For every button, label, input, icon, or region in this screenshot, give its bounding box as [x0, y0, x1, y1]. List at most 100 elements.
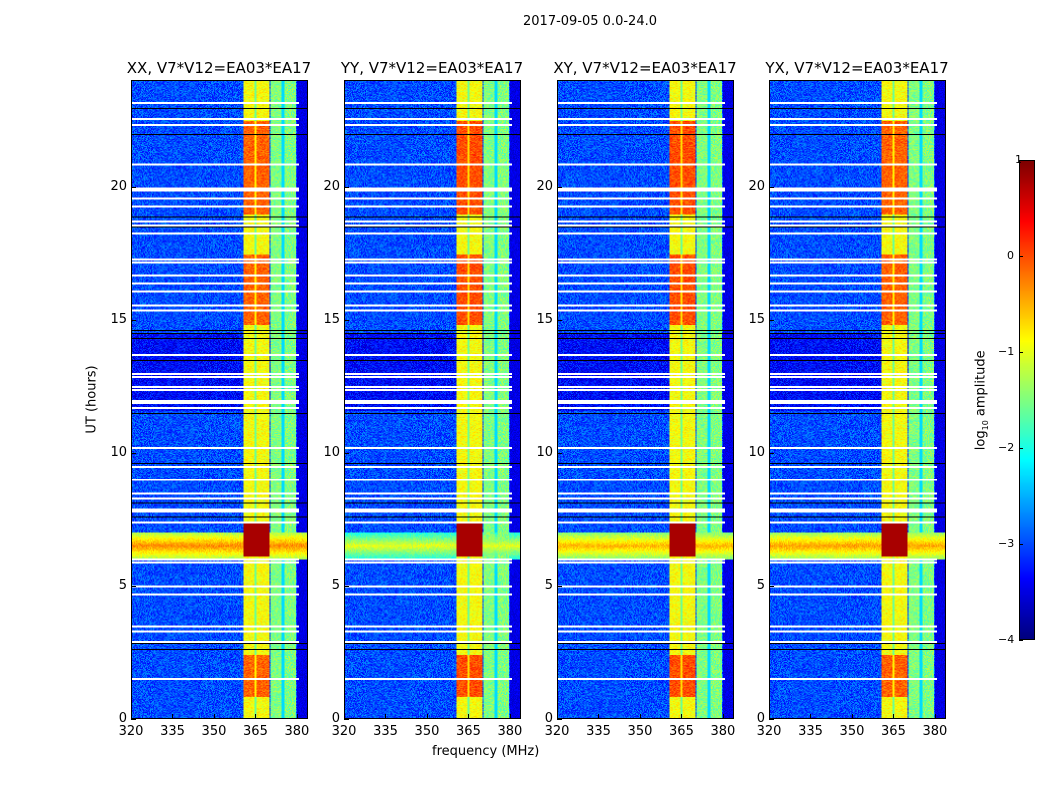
x-tick-mark [255, 714, 257, 719]
colorbar-label-sub: 10 [981, 420, 991, 431]
x-tick-label: 365 [243, 724, 268, 739]
spectrogram-image [132, 81, 307, 718]
y-tick-label: 0 [544, 711, 553, 726]
x-tick-mark [598, 714, 600, 719]
colorbar-tick-mark [1019, 544, 1023, 545]
x-tick-mark [722, 714, 724, 719]
colorbar-label: log10 amplitude [974, 350, 991, 450]
y-tick-mark [344, 319, 349, 321]
colorbar-label-rest: amplitude [973, 350, 989, 421]
x-tick-mark [213, 714, 215, 719]
y-tick-mark [131, 719, 136, 720]
x-tick-mark [851, 714, 853, 719]
colorbar-tick-label: −1 [998, 345, 1015, 358]
colorbar-tick-label: −3 [998, 537, 1015, 550]
y-tick-mark [769, 719, 774, 720]
y-tick-mark [557, 319, 562, 321]
colorbar-tick-label: −4 [998, 633, 1015, 646]
y-tick-label: 0 [756, 711, 765, 726]
heatmap-panel [769, 80, 946, 719]
x-tick-mark [468, 714, 470, 719]
y-tick-label: 10 [536, 444, 553, 460]
heatmap-panel [131, 80, 308, 719]
y-tick-label: 0 [331, 711, 340, 726]
y-tick-mark [344, 452, 349, 454]
x-tick-mark [557, 714, 558, 719]
colorbar-tick-label: 0 [1007, 249, 1014, 262]
y-tick-label: 5 [118, 577, 127, 593]
y-tick-mark [557, 719, 562, 720]
x-tick-mark [385, 714, 387, 719]
colorbar-tick-mark [1019, 352, 1023, 353]
y-tick-mark [769, 186, 774, 188]
colorbar-tick-mark [1019, 448, 1023, 449]
y-tick-label: 20 [748, 178, 765, 194]
y-tick-label: 5 [756, 577, 765, 593]
x-tick-label: 365 [669, 724, 694, 739]
x-tick-label: 350 [414, 724, 440, 739]
x-tick-mark [172, 714, 174, 719]
x-tick-label: 320 [118, 724, 144, 739]
x-tick-mark [509, 714, 511, 719]
x-tick-mark [639, 714, 641, 719]
y-tick-label: 15 [110, 311, 127, 327]
y-tick-mark [344, 719, 349, 720]
y-tick-mark [131, 186, 136, 188]
y-tick-label: 15 [748, 311, 765, 327]
x-tick-mark [810, 714, 812, 719]
y-tick-mark [769, 319, 774, 321]
y-tick-mark [344, 585, 349, 587]
y-tick-label: 15 [536, 311, 553, 327]
y-tick-mark [131, 319, 136, 321]
panel-title: XX, V7*V12=EA03*EA17 [126, 59, 312, 77]
x-tick-mark [893, 714, 895, 719]
y-tick-mark [557, 186, 562, 188]
x-tick-label: 365 [881, 724, 906, 739]
x-tick-mark [681, 714, 683, 719]
y-tick-label: 20 [536, 178, 553, 194]
colorbar-tick-mark [1019, 160, 1023, 161]
y-tick-mark [131, 585, 136, 587]
y-tick-label: 5 [544, 577, 553, 593]
colorbar-tick-label: 1 [1006, 153, 1022, 166]
x-tick-mark [344, 714, 345, 719]
y-tick-mark [769, 452, 774, 454]
colorbar-tick-label: −2 [998, 441, 1015, 454]
y-tick-label: 15 [323, 311, 340, 327]
x-tick-label: 380 [922, 724, 948, 739]
panel-title: YY, V7*V12=EA03*EA17 [340, 59, 524, 77]
x-tick-label: 365 [456, 724, 481, 739]
x-tick-label: 350 [839, 724, 865, 739]
y-tick-mark [131, 452, 136, 454]
x-tick-mark [296, 714, 298, 719]
x-axis-label: frequency (MHz) [432, 744, 540, 759]
colorbar [1019, 160, 1035, 640]
y-tick-label: 10 [110, 444, 127, 460]
y-tick-mark [769, 585, 774, 587]
x-tick-mark [131, 714, 132, 719]
figure-title: 2017-09-05 0.0-24.0 [523, 14, 657, 29]
x-tick-label: 350 [627, 724, 653, 739]
x-tick-label: 335 [586, 724, 611, 739]
spectrogram-image [345, 81, 520, 718]
y-axis-label: UT (hours) [84, 365, 100, 434]
x-tick-label: 380 [497, 724, 523, 739]
x-tick-mark [426, 714, 428, 719]
colorbar-tick-mark [1019, 256, 1023, 257]
x-tick-label: 335 [373, 724, 398, 739]
y-tick-label: 20 [110, 178, 127, 194]
y-tick-mark [344, 186, 349, 188]
y-tick-label: 0 [118, 711, 127, 726]
colorbar-gradient [1020, 161, 1034, 639]
y-tick-mark [557, 585, 562, 587]
y-tick-label: 20 [323, 178, 340, 194]
y-tick-mark [557, 452, 562, 454]
x-tick-label: 350 [201, 724, 227, 739]
y-tick-label: 10 [748, 444, 765, 460]
spectrogram-image [770, 81, 945, 718]
x-tick-label: 320 [331, 724, 357, 739]
heatmap-panel [557, 80, 734, 719]
panel-title: YX, V7*V12=EA03*EA17 [765, 59, 949, 77]
colorbar-label-base: log [973, 430, 989, 451]
x-tick-label: 320 [756, 724, 782, 739]
